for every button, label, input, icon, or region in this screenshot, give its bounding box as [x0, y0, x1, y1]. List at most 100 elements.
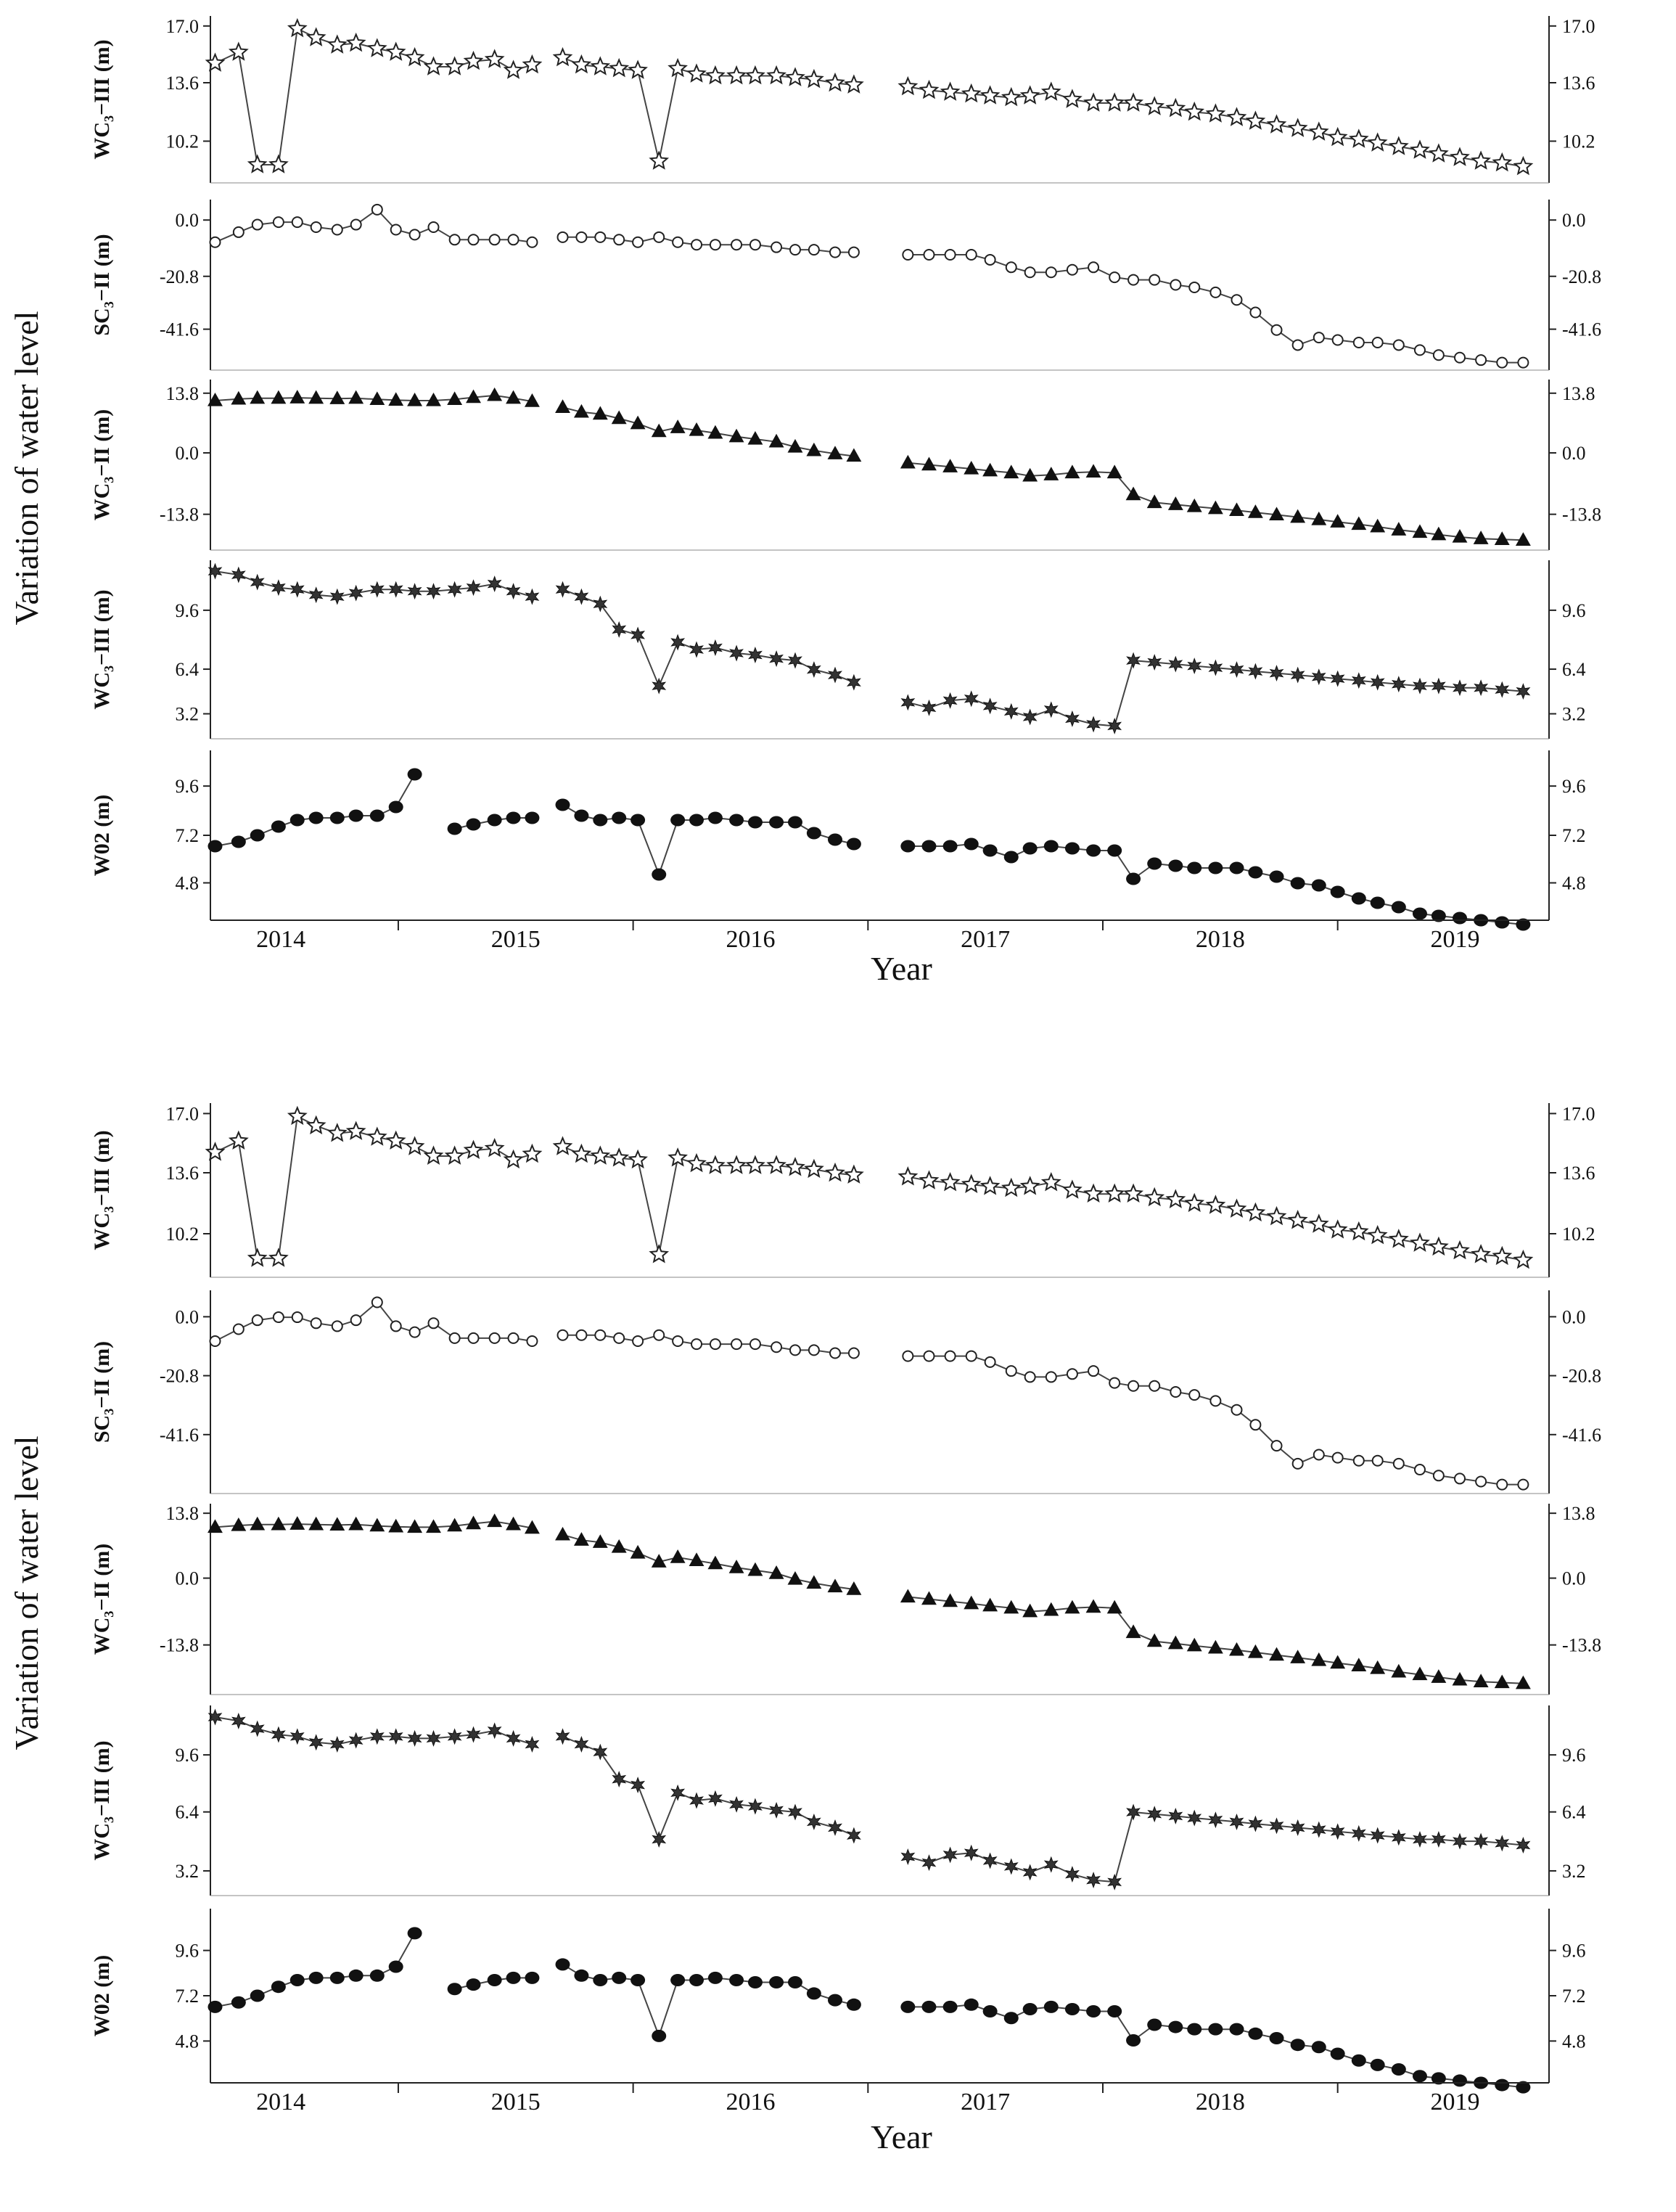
data-point-wc3_ii — [388, 392, 404, 406]
data-point-wc3_ii — [407, 392, 423, 406]
data-point-w02 — [787, 1976, 802, 1989]
left-tick-label: 10.2 — [166, 1224, 200, 1245]
data-point-wc3_iii_b — [250, 1720, 265, 1737]
data-point-wc3_iii_b — [426, 1729, 441, 1747]
data-point-sc3_ii — [526, 1335, 538, 1347]
data-point-w02 — [964, 837, 979, 851]
data-point-w02 — [250, 829, 265, 842]
data-point-w02 — [1453, 912, 1467, 925]
left-tick-label: 9.6 — [176, 1941, 200, 1962]
left-tick-label: -41.6 — [160, 319, 199, 340]
data-point-sc3_ii — [1270, 1440, 1283, 1452]
data-point-wc3_ii — [1431, 526, 1447, 541]
data-point-w02 — [1311, 2041, 1326, 2054]
data-point-wc3_ii — [611, 1539, 627, 1553]
data-point-wc3_ii — [1186, 498, 1202, 512]
data-point-wc3_iii_b — [1229, 661, 1244, 679]
data-point-wc3_ii — [1186, 1637, 1202, 1652]
data-point-wc3_ii — [348, 390, 364, 404]
data-point-wc3_ii — [630, 1544, 646, 1559]
data-point-wc3_ii — [1064, 464, 1080, 479]
data-point-wc3_iii_a — [1104, 92, 1125, 112]
data-point-wc3_ii — [1311, 1652, 1327, 1666]
data-point-sc3_ii — [1170, 279, 1182, 291]
data-point-wc3_iii_a — [423, 56, 444, 75]
data-point-wc3_iii_a — [1245, 110, 1266, 130]
data-point-sc3_ii — [1413, 1464, 1426, 1476]
data-point-wc3_ii — [289, 390, 305, 404]
left-tick-label: 4.8 — [176, 873, 200, 894]
data-point-sc3_ii — [1249, 306, 1262, 319]
data-point-sc3_ii — [1313, 332, 1325, 344]
data-point-sc3_ii — [448, 1332, 461, 1344]
data-point-wc3_ii — [768, 433, 784, 448]
data-point-wc3_iii_a — [940, 81, 961, 101]
data-point-wc3_iii_a — [649, 150, 670, 170]
data-point-sc3_ii — [1209, 1395, 1222, 1407]
data-point-wc3_iii_b — [525, 1736, 540, 1753]
data-point-sc3_ii — [691, 1338, 703, 1351]
data-point-w02 — [525, 1971, 540, 1984]
left-tick-label: 4.8 — [176, 2031, 200, 2052]
series-line-w02-seg3 — [562, 804, 855, 877]
data-point-wc3_iii_b — [487, 575, 502, 593]
x-axis-label: Year — [871, 950, 932, 987]
data-point-wc3_iii_a — [404, 46, 425, 67]
data-point-wc3_iii_a — [552, 1136, 573, 1155]
data-point-sc3_ii — [1352, 336, 1365, 348]
x-tick-label-2016: 2016 — [726, 926, 775, 953]
data-point-sc3_ii — [1432, 1470, 1445, 1482]
data-point-wc3_iii_a — [590, 56, 611, 75]
data-point-wc3_iii_b — [308, 586, 324, 604]
data-point-wc3_iii_b — [670, 1784, 686, 1801]
data-point-wc3_iii_b — [1495, 1835, 1510, 1852]
data-point-wc3_ii — [1106, 464, 1122, 479]
data-point-wc3_iii_a — [844, 1164, 864, 1184]
data-point-sc3_ii — [1496, 1478, 1508, 1491]
data-point-wc3_iii_a — [503, 1149, 524, 1169]
data-point-wc3_iii_b — [1431, 677, 1446, 695]
data-point-wc3_iii_b — [1269, 665, 1284, 682]
data-point-wc3_iii_b — [788, 652, 802, 669]
data-point-wc3_ii — [1247, 1644, 1263, 1658]
data-point-sc3_ii — [672, 236, 684, 248]
data-point-wc3_iii_a — [571, 1143, 592, 1163]
data-point-wc3_iii_b — [612, 620, 627, 638]
left-tick-label: 17.0 — [166, 16, 200, 37]
data-point-wc3_iii_b — [708, 1790, 723, 1807]
data-point-wc3_ii — [787, 1570, 803, 1585]
data-point-wc3_ii — [964, 1595, 979, 1610]
data-point-wc3_ii — [1391, 522, 1407, 536]
data-point-wc3_iii_b — [407, 583, 422, 600]
subplot-wc3_iii_b: 9.6 9.6 6.4 6.4 3.2 3.2 WC₃−III (m) — [90, 560, 1586, 740]
right-tick-label: 6.4 — [1562, 1802, 1586, 1823]
data-point-wc3_ii — [964, 460, 979, 475]
data-point-wc3_iii_b — [1003, 1858, 1019, 1875]
data-point-w02 — [1431, 2072, 1446, 2085]
data-point-wc3_ii — [1106, 1599, 1122, 1614]
data-point-w02 — [729, 1973, 744, 1986]
data-point-sc3_ii — [390, 1320, 402, 1332]
data-point-wc3_iii_a — [503, 60, 524, 79]
data-point-wc3_ii — [1351, 1658, 1367, 1671]
data-point-wc3_iii_a — [590, 1145, 611, 1165]
data-point-wc3_ii — [1229, 502, 1244, 517]
right-tick-label: 13.8 — [1562, 383, 1595, 404]
data-point-wc3_ii — [707, 1555, 723, 1570]
data-point-wc3_ii — [388, 1518, 404, 1533]
data-point-wc3_ii — [573, 1532, 589, 1546]
data-point-wc3_iii_a — [979, 1176, 1001, 1195]
data-point-wc3_ii — [1473, 531, 1489, 544]
left-tick-label: 0.0 — [176, 1306, 200, 1327]
data-point-wc3_ii — [1391, 1663, 1407, 1678]
data-point-sc3_ii — [829, 246, 841, 258]
data-point-wc3_ii — [670, 419, 686, 433]
data-point-w02 — [1003, 851, 1019, 864]
data-point-w02 — [1495, 2078, 1510, 2092]
data-point-wc3_iii_a — [1205, 1195, 1226, 1214]
data-point-wc3_ii — [1022, 467, 1038, 482]
data-point-wc3_ii — [846, 1581, 862, 1595]
data-point-sc3_ii — [1066, 1368, 1078, 1380]
data-point-wc3_iii_b — [208, 562, 223, 580]
data-point-sc3_ii — [1066, 263, 1078, 276]
